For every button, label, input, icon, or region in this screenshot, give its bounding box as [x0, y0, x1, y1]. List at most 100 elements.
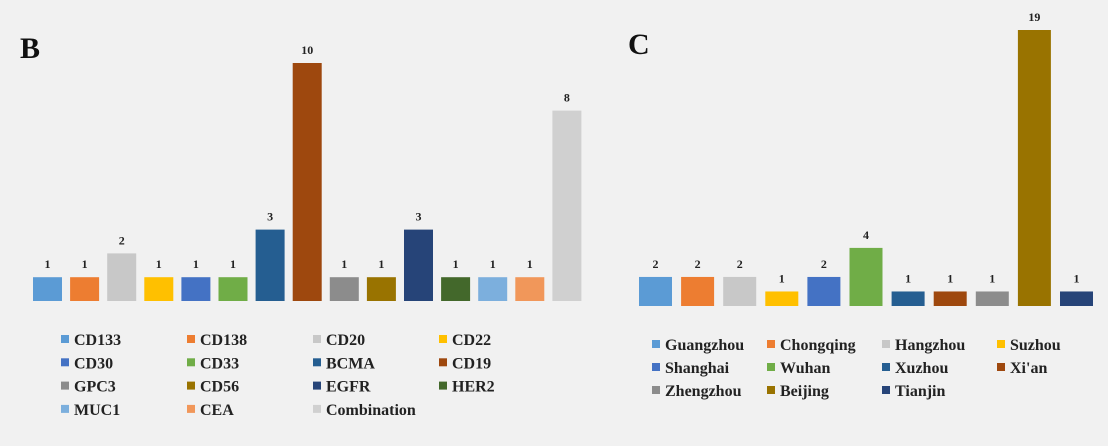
panel-b-legend-swatch-combination: [313, 404, 321, 413]
panel-c-legend-swatch-chongqing: [767, 340, 775, 348]
panel-c-bar-suzhou: [765, 291, 799, 306]
panel-c-legend-label-shanghai: Shanghai: [665, 360, 730, 377]
panel-b-legend-swatch-gpc3: [61, 381, 69, 390]
panel-c-value-label-suzhou: 1: [779, 271, 785, 285]
panel-b-value-label-cd20: 2: [119, 233, 125, 247]
panel-c-bar-chongqing: [681, 276, 715, 306]
panel-b-value-label-bcma: 3: [267, 210, 273, 224]
panel-c-legend-label-hangzhou: Hangzhou: [895, 337, 965, 354]
panel-b-legend-label-muc1: MUC1: [74, 402, 120, 419]
panel-b-value-label-cd33: 1: [230, 257, 236, 271]
panel-b-value-label-cd22: 1: [156, 257, 162, 271]
panel-b-bar-cd56: [366, 277, 396, 301]
panel-c-legend-swatch-guangzhou: [652, 340, 660, 348]
panel-c-legend-swatch-suzhou: [997, 340, 1005, 348]
panel-b-bar-cd30: [181, 277, 211, 301]
panel-b-value-label-gpc3: 1: [341, 257, 347, 271]
panel-c-legend-label-beijing: Beijing: [780, 383, 829, 400]
panel-b-legend-swatch-cd33: [187, 358, 195, 367]
panel-b-bar-her2: [441, 277, 471, 301]
panel-c-value-label-xuzhou: 1: [905, 271, 911, 285]
panel-c-legend-label-zhengzhou: Zhengzhou: [665, 383, 742, 400]
panel-b-legend-swatch-bcma: [313, 358, 321, 367]
panel-c-value-label-guangzhou: 2: [653, 257, 659, 271]
panel-c-legend-swatch-wuhan: [767, 363, 775, 371]
panel-c: C 2 2 2 1 2 4 1 1 1 19 1 Guangzhou Chongqing Hangzhou…: [628, 10, 1093, 400]
panel-c-legend-swatch-beijing: [767, 386, 775, 394]
panel-c-legend-swatch-xi-an: [997, 363, 1005, 371]
panel-b-legend-label-cd56: CD56: [200, 379, 239, 396]
panel-c-legend-label-wuhan: Wuhan: [780, 360, 831, 377]
panel-c-legend-swatch-xuzhou: [882, 363, 890, 371]
panel-b-legend-label-combination: Combination: [326, 402, 416, 419]
panel-c-legend-label-guangzhou: Guangzhou: [665, 337, 744, 354]
panel-c-value-label-zhengzhou: 1: [989, 271, 995, 285]
panel-c-label: C: [628, 28, 650, 61]
panel-b-value-label-cd133: 1: [45, 257, 51, 271]
panel-c-value-label-wuhan: 4: [863, 228, 869, 242]
panel-b-bar-cd33: [218, 277, 248, 301]
panel-b-value-label-cd19: 10: [301, 43, 313, 57]
panel-b-legend-swatch-egfr: [313, 381, 321, 390]
panel-b-legend-swatch-cd30: [61, 358, 69, 367]
panel-b-bar-cd22: [144, 277, 174, 301]
panel-b-legend-label-cd30: CD30: [74, 355, 113, 372]
panel-b-value-label-cd138: 1: [82, 257, 88, 271]
panel-c-bar-xuzhou: [891, 291, 925, 306]
panel-b-legend-swatch-cd133: [61, 335, 69, 343]
panel-c-legend-swatch-zhengzhou: [652, 386, 660, 394]
panel-b-legend-label-bcma: BCMA: [326, 355, 375, 372]
panel-b-bar-egfr: [404, 229, 433, 301]
panel-c-bar-guangzhou: [639, 276, 672, 306]
panel-b-bar-combination: [552, 110, 582, 301]
panel-b-value-label-combination: 8: [564, 91, 570, 105]
panel-b-value-label-muc1: 1: [490, 257, 496, 271]
panel-c-bar-beijing: [1017, 30, 1051, 306]
panel-b-legend-label-her2: HER2: [452, 379, 495, 396]
panel-b-legend-label-cd133: CD133: [74, 332, 121, 349]
panel-c-value-label-shanghai: 2: [821, 257, 827, 271]
panel-b-legend-label-cd20: CD20: [326, 332, 365, 349]
panel-b-bar-gpc3: [329, 277, 359, 301]
panel-b-legend-swatch-cd20: [313, 335, 321, 343]
panel-c-value-label-hangzhou: 2: [737, 257, 743, 271]
panel-b-label: B: [20, 32, 40, 65]
panel-b-bar-cd19: [292, 63, 322, 301]
panel-b-value-label-cea: 1: [527, 257, 533, 271]
panel-c-legend-swatch-hangzhou: [882, 340, 890, 348]
panel-b-bar-cd133: [33, 277, 62, 301]
panel-c-bar-tianjin: [1060, 291, 1093, 306]
panel-b-legend-swatch-cd56: [187, 381, 195, 390]
panel-c-legend-swatch-shanghai: [652, 363, 660, 371]
panel-b-legend-swatch-cd22: [439, 335, 447, 343]
panel-c-bar-hangzhou: [723, 276, 757, 306]
panel-b-legend-swatch-cea: [187, 404, 195, 413]
panel-b-value-label-her2: 1: [453, 257, 459, 271]
panel-c-legend-label-chongqing: Chongqing: [780, 337, 856, 354]
panel-b-legend-swatch-her2: [439, 381, 447, 390]
panel-b-legend-label-cd22: CD22: [452, 332, 491, 349]
panel-c-bar-shanghai: [807, 276, 841, 306]
panel-c-legend-label-xuzhou: Xuzhou: [895, 360, 948, 377]
panel-b-legend-swatch-cd138: [187, 335, 195, 343]
panel-b-legend-label-cd138: CD138: [200, 332, 247, 349]
panel-c-bar-xi-an: [933, 291, 967, 306]
panel-b-value-label-egfr: 3: [416, 210, 422, 224]
panel-b-legend-swatch-muc1: [61, 404, 69, 413]
panel-c-bar-zhengzhou: [975, 291, 1009, 306]
panel-b-value-label-cd56: 1: [378, 257, 384, 271]
panel-b-legend-label-cd19: CD19: [452, 355, 491, 372]
panel-c-value-label-beijing: 19: [1028, 10, 1040, 24]
panel-c-value-label-chongqing: 2: [695, 257, 701, 271]
panel-c-legend-label-xi-an: Xi'an: [1010, 360, 1047, 377]
panel-b-value-label-cd30: 1: [193, 257, 199, 271]
panel-c-legend-label-suzhou: Suzhou: [1010, 337, 1061, 354]
panel-b: B 1 1 2 1 1 1 3 10 1 1 3 1 1 1 8 CD133 CD138 CD20 CD22 CD30…: [20, 32, 582, 419]
panel-b-legend-label-egfr: EGFR: [326, 379, 371, 396]
panel-c-legend-label-tianjin: Tianjin: [895, 383, 946, 400]
panel-b-legend-label-cd33: CD33: [200, 355, 239, 372]
panel-b-bar-cea: [515, 277, 545, 301]
panel-b-bar-cd138: [70, 277, 100, 301]
panel-b-bar-muc1: [478, 277, 508, 301]
